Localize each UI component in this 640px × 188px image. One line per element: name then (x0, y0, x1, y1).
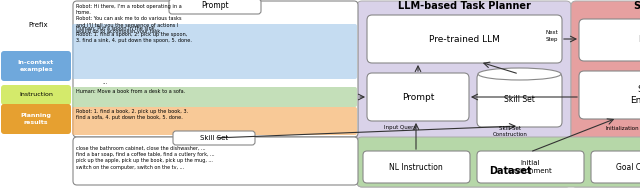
FancyBboxPatch shape (169, 0, 261, 14)
FancyBboxPatch shape (571, 1, 640, 187)
FancyBboxPatch shape (1, 51, 71, 81)
Text: Skill Set: Skill Set (200, 135, 228, 141)
FancyBboxPatch shape (72, 107, 357, 135)
FancyBboxPatch shape (357, 1, 571, 187)
Text: Human: Move a book from a desk to a sofa.: Human: Move a book from a desk to a sofa… (76, 89, 185, 94)
Text: Next
Step: Next Step (545, 30, 558, 42)
Text: Prefix: Prefix (28, 22, 48, 28)
FancyBboxPatch shape (73, 137, 358, 185)
FancyBboxPatch shape (1, 104, 71, 134)
FancyBboxPatch shape (173, 131, 255, 145)
Text: NL to API: NL to API (639, 36, 640, 45)
FancyBboxPatch shape (579, 71, 640, 119)
FancyBboxPatch shape (72, 24, 357, 79)
Text: Simulator: Simulator (633, 1, 640, 11)
Text: Prompt: Prompt (201, 2, 229, 11)
Text: Simulator
Environment: Simulator Environment (630, 85, 640, 105)
Text: Prompt: Prompt (402, 92, 434, 102)
Text: Input Query: Input Query (384, 126, 416, 130)
FancyBboxPatch shape (72, 87, 357, 107)
Ellipse shape (478, 68, 561, 80)
FancyBboxPatch shape (357, 137, 640, 187)
FancyBboxPatch shape (1, 85, 71, 105)
Text: Planning
results: Planning results (20, 114, 51, 124)
FancyBboxPatch shape (367, 73, 469, 121)
FancyBboxPatch shape (579, 19, 640, 61)
Text: Robot: 1. find a book, 2. pick up the book, 3.
find a sofa, 4. put down the book: Robot: 1. find a book, 2. pick up the bo… (76, 109, 188, 120)
Text: ...: ... (102, 80, 108, 85)
FancyBboxPatch shape (477, 151, 584, 183)
FancyBboxPatch shape (363, 151, 470, 183)
Text: LLM-based Task Planner: LLM-based Task Planner (397, 1, 531, 11)
Text: Skill Set
Construction: Skill Set Construction (493, 127, 527, 137)
FancyBboxPatch shape (591, 151, 640, 183)
Text: Human: Put a spoon in the sink.
Robot: 1. find a spoon, 2. pick up the spoon,
3.: Human: Put a spoon in the sink. Robot: 1… (76, 26, 192, 43)
Text: Goal Condition: Goal Condition (616, 162, 640, 171)
FancyBboxPatch shape (367, 15, 562, 63)
FancyBboxPatch shape (477, 73, 562, 127)
Text: Pre-trained LLM: Pre-trained LLM (429, 35, 499, 43)
FancyBboxPatch shape (73, 1, 358, 137)
Text: Dataset: Dataset (489, 166, 531, 176)
Text: Instruction: Instruction (19, 92, 53, 98)
Text: close the bathroom cabinet, close the dishwasher, ...
find a bar soap, find a co: close the bathroom cabinet, close the di… (76, 146, 214, 170)
Text: Robot: Hi there, I'm a robot operating in a
home.
Robot: You can ask me to do va: Robot: Hi there, I'm a robot operating i… (76, 4, 182, 34)
Text: Initial
Environment: Initial Environment (508, 160, 552, 174)
Text: NL Instruction: NL Instruction (389, 162, 443, 171)
Text: In-context
examples: In-context examples (18, 61, 54, 71)
Text: Skill Set: Skill Set (504, 96, 534, 105)
Text: Initialization: Initialization (605, 126, 639, 130)
